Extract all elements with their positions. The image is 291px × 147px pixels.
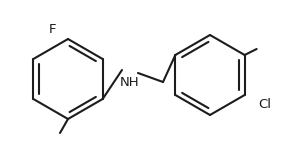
Text: Cl: Cl bbox=[258, 98, 271, 112]
Text: NH: NH bbox=[120, 76, 140, 89]
Text: F: F bbox=[48, 22, 56, 35]
